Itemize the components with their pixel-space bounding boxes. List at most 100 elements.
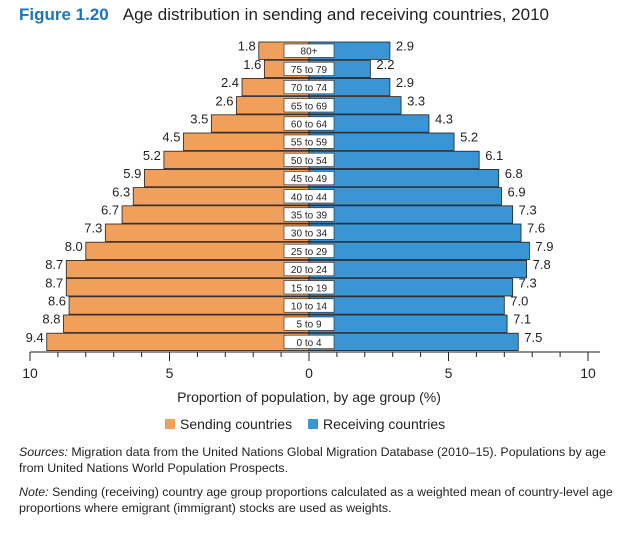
x-tick-label-3: 5 — [445, 365, 453, 381]
value-label-receiving-15: 7.1 — [513, 312, 531, 327]
bar-receiving-12 — [308, 259, 528, 279]
category-label-6: 50 to 54 — [291, 156, 328, 167]
bar-sending-9 — [121, 205, 310, 224]
value-label-sending-13: 8.7 — [45, 275, 63, 290]
value-label-sending-12: 8.7 — [45, 257, 63, 272]
category-box-12 — [283, 262, 335, 277]
category-label-5: 55 to 59 — [291, 138, 328, 149]
category-label-2: 70 to 74 — [291, 83, 328, 94]
note-label: Note: — [19, 485, 49, 499]
category-box-4 — [283, 116, 335, 131]
legend-item-receiving: Receiving countries — [308, 416, 445, 432]
category-box-2 — [283, 80, 335, 95]
bar-sending-15 — [63, 314, 310, 333]
bar-sending-10 — [104, 223, 310, 242]
value-label-receiving-10: 7.6 — [527, 221, 545, 236]
category-label-13: 15 to 19 — [291, 283, 328, 294]
value-label-sending-4: 3.5 — [190, 112, 208, 127]
category-box-14 — [283, 298, 335, 313]
value-label-sending-8: 6.3 — [112, 184, 130, 199]
category-label-14: 10 to 14 — [291, 302, 328, 313]
category-label-8: 40 to 44 — [291, 192, 328, 203]
value-label-receiving-7: 6.8 — [505, 166, 523, 181]
notes-block: Sources: Migration data from the United … — [19, 444, 619, 524]
category-label-7: 45 to 49 — [291, 174, 328, 185]
legend-swatch-receiving — [308, 419, 318, 429]
value-label-receiving-9: 7.3 — [519, 203, 537, 218]
bar-receiving-11 — [308, 241, 530, 260]
category-box-0 — [283, 43, 335, 58]
value-label-receiving-1: 2.2 — [376, 57, 394, 72]
x-tick-label-4: 10 — [580, 365, 596, 381]
bar-sending-12 — [65, 259, 310, 279]
note-text: Sending (receiving) country age group pr… — [19, 485, 613, 515]
value-label-receiving-2: 2.9 — [396, 75, 414, 90]
category-box-5 — [283, 134, 335, 149]
value-label-receiving-6: 6.1 — [485, 148, 503, 163]
bar-receiving-7 — [308, 168, 500, 188]
sources-text: Migration data from the United Nations G… — [19, 445, 606, 475]
category-box-1 — [283, 61, 335, 76]
category-box-13 — [283, 280, 335, 295]
figure-title: Figure 1.20 Age distribution in sending a… — [19, 5, 549, 25]
value-label-receiving-14: 7.0 — [510, 294, 528, 309]
bar-receiving-10 — [308, 223, 522, 242]
value-label-sending-16: 9.4 — [26, 330, 44, 345]
value-label-receiving-8: 6.9 — [508, 184, 526, 199]
category-box-16 — [283, 334, 335, 349]
bar-receiving-6 — [308, 150, 480, 169]
value-label-receiving-16: 7.5 — [524, 330, 542, 345]
x-tick-label-1: 5 — [166, 365, 174, 381]
category-box-8 — [283, 189, 335, 204]
bar-sending-13 — [65, 278, 310, 297]
category-box-15 — [283, 316, 335, 331]
value-label-receiving-12: 7.8 — [533, 257, 551, 272]
value-label-receiving-0: 2.9 — [396, 39, 414, 54]
bar-sending-14 — [68, 296, 310, 315]
note-paragraph: Note: Sending (receiving) country age gr… — [19, 484, 619, 516]
category-box-7 — [283, 171, 335, 186]
legend-item-sending: Sending countries — [165, 416, 292, 432]
x-axis-title: Proportion of population, by age group (… — [177, 389, 441, 405]
category-box-11 — [283, 243, 335, 258]
value-label-receiving-3: 3.3 — [407, 93, 425, 108]
category-label-9: 35 to 39 — [291, 211, 328, 222]
value-label-sending-15: 8.8 — [42, 312, 60, 327]
bar-receiving-13 — [308, 278, 514, 297]
category-label-15: 5 to 9 — [296, 320, 321, 331]
bar-receiving-16 — [308, 332, 519, 352]
value-label-sending-7: 5.9 — [123, 166, 141, 181]
bar-receiving-14 — [308, 296, 505, 315]
category-label-12: 20 to 24 — [291, 265, 328, 276]
figure-number: Figure 1.20 — [19, 5, 109, 24]
bar-sending-11 — [85, 241, 310, 260]
population-pyramid-chart: 80+ 1.8 2.9 75 to 79 1.6 2.2 70 to 74 2.4 2.9 65 … — [22, 39, 600, 405]
bar-receiving-9 — [308, 205, 514, 224]
value-label-sending-11: 8.0 — [65, 239, 83, 254]
value-label-receiving-11: 7.9 — [535, 239, 553, 254]
category-label-16: 0 to 4 — [296, 338, 321, 349]
category-box-3 — [283, 98, 335, 113]
value-label-receiving-5: 5.2 — [460, 130, 478, 145]
value-label-receiving-4: 4.3 — [435, 112, 453, 127]
value-label-receiving-13: 7.3 — [519, 275, 537, 290]
category-box-6 — [283, 152, 335, 167]
category-box-10 — [283, 225, 335, 240]
legend-swatch-sending — [165, 419, 175, 429]
legend-label-sending: Sending countries — [180, 416, 293, 432]
category-label-11: 25 to 29 — [291, 247, 328, 258]
bar-sending-8 — [132, 187, 310, 206]
category-label-4: 60 to 64 — [291, 120, 328, 131]
bar-sending-16 — [46, 332, 310, 352]
category-label-3: 65 to 69 — [291, 101, 328, 112]
value-label-sending-9: 6.7 — [101, 203, 119, 218]
category-label-0: 80+ — [301, 47, 318, 58]
sources-paragraph: Sources: Migration data from the United … — [19, 444, 619, 476]
category-label-10: 30 to 34 — [291, 229, 328, 240]
legend-label-receiving: Receiving countries — [323, 416, 446, 432]
value-label-sending-14: 8.6 — [48, 294, 66, 309]
value-label-sending-6: 5.2 — [143, 148, 161, 163]
figure-title-text: Age distribution in sending and receivin… — [122, 5, 549, 24]
sources-label: Sources: — [19, 445, 68, 459]
bar-receiving-8 — [308, 187, 502, 206]
